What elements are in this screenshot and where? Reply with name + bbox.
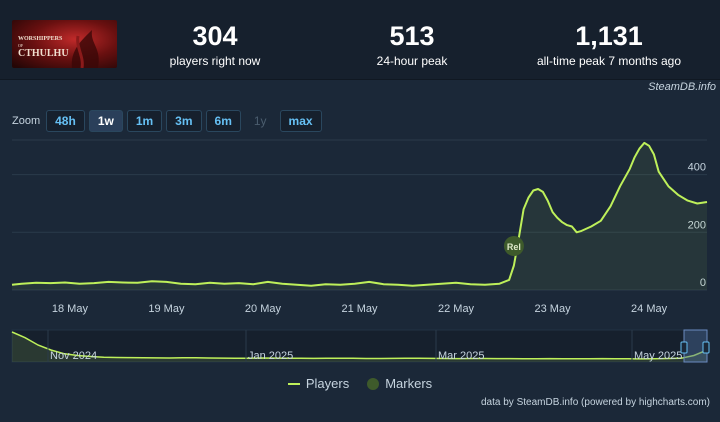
x-tick-label: 18 May — [52, 303, 89, 315]
legend-dot-swatch — [367, 377, 380, 390]
current-players-label: players right now — [169, 54, 261, 68]
navigator-x-label: Jan 2025 — [248, 350, 293, 362]
legend-players-label: Players — [305, 376, 350, 391]
navigator-handle-right — [702, 341, 710, 354]
navigator-x-label: Mar 2025 — [438, 350, 484, 362]
navigator-x-label: May 2025 — [634, 350, 682, 362]
x-tick-label: 24 May — [631, 303, 668, 315]
legend-markers[interactable]: Markers — [367, 376, 432, 391]
navigator-handle-left — [680, 341, 688, 354]
release-marker-label: Rel — [507, 242, 521, 252]
navigator-x-label: Nov 2024 — [50, 350, 97, 362]
zoom-6m-button[interactable]: 6m — [205, 110, 241, 132]
steamdb-credit-top[interactable]: SteamDB.info — [648, 81, 716, 93]
chart-legend: Players Markers — [0, 376, 720, 391]
zoom-max-button[interactable]: max — [279, 110, 322, 132]
legend-players[interactable]: Players — [287, 376, 350, 391]
x-tick-label: 21 May — [341, 303, 378, 315]
svg-text:CTHULHU: CTHULHU — [18, 48, 69, 59]
zoom-1w-button[interactable]: 1w — [88, 110, 123, 132]
players-area — [12, 142, 707, 290]
legend-line-swatch — [287, 382, 300, 385]
navigator-line — [11, 331, 708, 360]
stat-all-time-peak: 1,131 all-time peak 7 months ago — [514, 20, 704, 68]
x-tick-label: 22 May — [438, 303, 475, 315]
x-tick-label: 20 May — [245, 303, 282, 315]
zoom-label: Zoom — [12, 115, 41, 127]
peak-24h-label: 24-hour peak — [376, 54, 448, 68]
zoom-1y-button: 1y — [253, 114, 267, 128]
zoom-bar: Zoom 48h 1w 1m 3m 6m 1y max — [12, 110, 326, 132]
svg-text:OF: OF — [18, 43, 24, 48]
all-time-peak-value: 1,131 — [575, 21, 643, 51]
zoom-1m-button[interactable]: 1m — [126, 110, 163, 132]
zoom-48h-button[interactable]: 48h — [46, 110, 85, 132]
stat-24h-peak: 513 24-hour peak — [317, 20, 507, 68]
highcharts-credit[interactable]: data by SteamDB.info (powered by highcha… — [481, 397, 710, 408]
game-logo[interactable]: WORSHIPPERS OF CTHULHU — [12, 20, 117, 68]
x-tick-label: 19 May — [148, 303, 185, 315]
stats-panel: WORSHIPPERS OF CTHULHU 304 players right… — [0, 0, 720, 80]
players-series-line — [11, 141, 708, 287]
svg-text:WORSHIPPERS: WORSHIPPERS — [18, 36, 63, 42]
zoom-3m-button[interactable]: 3m — [166, 110, 202, 132]
x-tick-label: 23 May — [535, 303, 572, 315]
y-tick-label: 0 — [700, 277, 706, 289]
release-marker — [503, 236, 524, 256]
y-tick-label: 400 — [688, 162, 706, 174]
peak-24h-value: 513 — [389, 21, 435, 51]
legend-markers-label: Markers — [385, 376, 433, 391]
stat-current-players: 304 players right now — [120, 20, 310, 68]
all-time-peak-label: all-time peak 7 months ago — [536, 54, 682, 68]
y-tick-label: 200 — [688, 219, 706, 231]
current-players-value: 304 — [192, 21, 238, 51]
chart-panel — [0, 96, 720, 422]
